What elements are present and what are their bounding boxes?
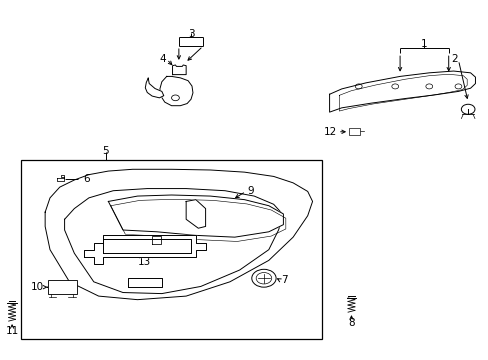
Polygon shape [160, 76, 193, 106]
Polygon shape [108, 195, 283, 237]
Bar [47, 280, 77, 294]
Text: 4: 4 [159, 54, 165, 64]
Polygon shape [172, 65, 186, 75]
Bar [21, 160, 322, 339]
Text: 9: 9 [246, 186, 253, 196]
Text: 3: 3 [187, 28, 194, 39]
Polygon shape [45, 169, 312, 300]
Bar [348, 128, 359, 135]
Polygon shape [57, 175, 64, 181]
Text: 11: 11 [5, 327, 19, 337]
Text: 7: 7 [281, 275, 287, 285]
Polygon shape [329, 71, 474, 112]
Text: 1: 1 [420, 39, 427, 49]
Text: 10: 10 [31, 282, 44, 292]
Text: 12: 12 [323, 127, 336, 137]
Polygon shape [145, 78, 163, 98]
Text: 5: 5 [102, 146, 109, 156]
Text: 8: 8 [347, 318, 354, 328]
Polygon shape [186, 200, 205, 228]
Polygon shape [84, 235, 205, 264]
Text: 2: 2 [450, 54, 457, 64]
Polygon shape [127, 278, 162, 287]
Text: 13: 13 [138, 257, 151, 267]
Text: 6: 6 [83, 174, 89, 184]
